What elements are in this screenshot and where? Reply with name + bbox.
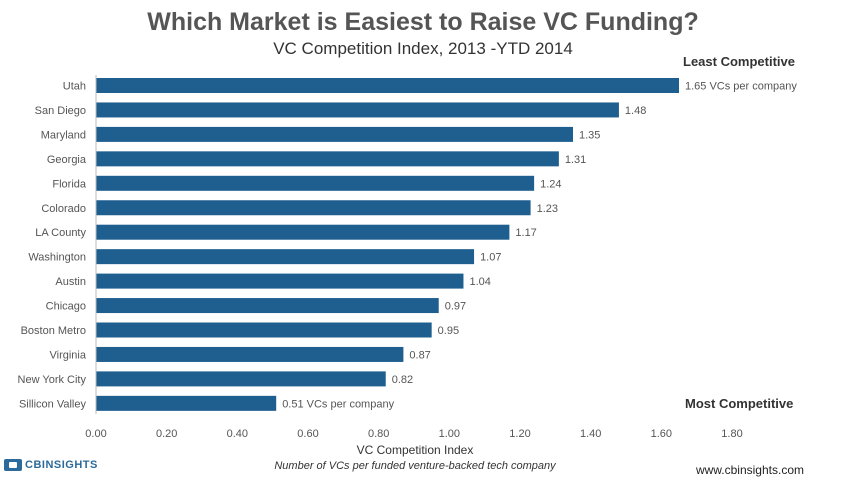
value-label: 1.17 xyxy=(515,227,536,239)
bar xyxy=(96,78,679,93)
bar xyxy=(96,273,464,289)
bar xyxy=(96,200,531,216)
value-label: 1.35 xyxy=(579,129,600,141)
bar xyxy=(96,322,432,338)
x-tick-label: 0.80 xyxy=(368,428,389,440)
value-label: 1.65 VCs per company xyxy=(685,81,797,93)
cb-logo-icon xyxy=(4,459,22,471)
x-tick-label: 1.40 xyxy=(580,428,601,440)
value-label: 0.51 VCs per company xyxy=(282,398,394,410)
bar xyxy=(96,298,439,314)
category-label: Boston Metro xyxy=(21,325,86,337)
chart-subtitle: VC Competition Index, 2013 -YTD 2014 xyxy=(273,39,573,58)
x-tick-label: 1.80 xyxy=(721,428,742,440)
category-label: Florida xyxy=(52,178,87,190)
value-label: 0.97 xyxy=(445,301,466,313)
category-label: San Diego xyxy=(35,105,86,117)
value-label: 1.31 xyxy=(565,154,586,166)
cb-insights-logo: CBINSIGHTS xyxy=(4,459,98,471)
x-tick-label: 0.00 xyxy=(85,428,106,440)
chart-title: Which Market is Easiest to Raise VC Fund… xyxy=(147,8,699,36)
category-label: Maryland xyxy=(41,129,86,141)
category-label: Virginia xyxy=(50,349,87,361)
logo-text: CBINSIGHTS xyxy=(25,459,98,471)
value-label: 1.07 xyxy=(480,252,501,264)
x-tick-label: 1.60 xyxy=(651,428,672,440)
category-label: Utah xyxy=(63,81,86,93)
category-label: Georgia xyxy=(47,154,87,166)
x-tick-label: 0.20 xyxy=(156,428,177,440)
x-axis-title: VC Competition Index xyxy=(356,443,474,457)
bar xyxy=(96,175,535,191)
bar xyxy=(96,126,573,142)
bar xyxy=(96,102,619,118)
bar xyxy=(96,346,404,362)
value-label: 1.04 xyxy=(469,276,490,288)
bar xyxy=(96,371,386,387)
most-competitive-label: Most Competitive xyxy=(685,396,794,411)
x-tick-label: 0.60 xyxy=(297,428,318,440)
bar xyxy=(96,224,510,240)
category-label: New York City xyxy=(18,374,87,386)
value-label: 0.82 xyxy=(392,374,413,386)
category-label: Sillicon Valley xyxy=(19,398,87,410)
x-tick-label: 1.20 xyxy=(509,428,530,440)
value-label: 1.48 xyxy=(625,105,646,117)
category-label: Chicago xyxy=(46,301,86,313)
value-label: 1.24 xyxy=(540,178,561,190)
category-label: LA County xyxy=(35,227,86,239)
bar xyxy=(96,151,559,167)
x-tick-label: 1.00 xyxy=(439,428,460,440)
category-label: Washington xyxy=(28,252,86,264)
x-tick-label: 0.40 xyxy=(227,428,248,440)
website-url: www.cbinsights.com xyxy=(695,463,804,477)
bar xyxy=(96,395,277,411)
value-label: 0.87 xyxy=(409,349,430,361)
least-competitive-label: Least Competitive xyxy=(683,54,795,69)
x-axis-note: Number of VCs per funded venture-backed … xyxy=(274,460,556,472)
value-label: 0.95 xyxy=(438,325,459,337)
value-label: 1.23 xyxy=(537,203,558,215)
bar xyxy=(96,249,475,265)
category-label: Colorado xyxy=(41,203,86,215)
category-label: Austin xyxy=(55,276,86,288)
